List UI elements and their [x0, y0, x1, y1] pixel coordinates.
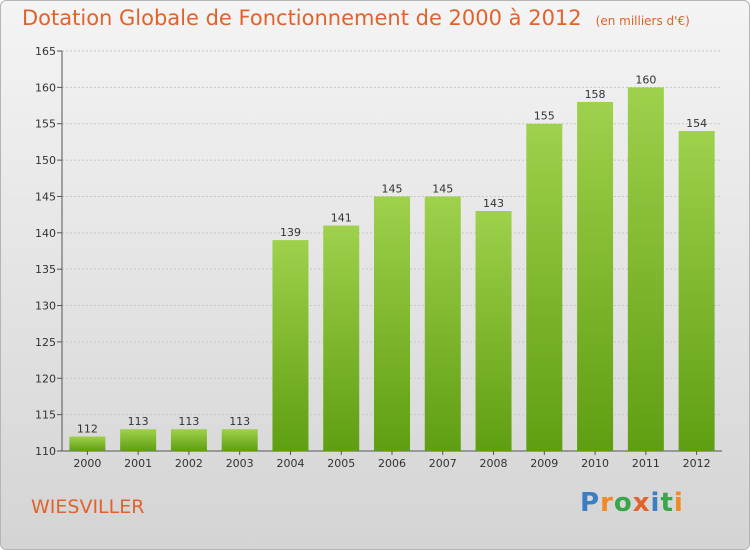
bar: [170, 429, 207, 451]
logo-letter: o: [613, 488, 633, 518]
bars: [69, 87, 715, 452]
bar-value-label: 141: [331, 212, 352, 225]
x-tick-label: 2009: [530, 457, 558, 470]
x-tick-label: 2006: [378, 457, 406, 470]
bar: [577, 101, 614, 451]
bar: [272, 240, 309, 451]
bar: [69, 436, 106, 451]
y-tick-label: 165: [35, 45, 56, 58]
bar: [475, 211, 512, 451]
bar: [526, 123, 563, 452]
x-tick-label: 2010: [581, 457, 609, 470]
logo-letter: P: [580, 488, 601, 518]
y-tick-label: 140: [35, 227, 56, 240]
bar-value-label: 160: [635, 73, 656, 86]
x-tick-label: 2005: [327, 457, 355, 470]
y-tick-label: 110: [35, 445, 56, 458]
x-tick-label: 2012: [683, 457, 711, 470]
bar: [627, 87, 664, 451]
y-tick-label: 125: [35, 336, 56, 349]
bar-value-label: 113: [178, 415, 199, 428]
bar: [424, 196, 461, 451]
y-tick-label: 155: [35, 118, 56, 131]
y-tick-label: 160: [35, 81, 56, 94]
bar-value-label: 158: [585, 88, 606, 101]
bar-value-label: 155: [534, 110, 555, 123]
proxiti-logo[interactable]: Proxiti: [580, 488, 684, 518]
bar: [678, 131, 715, 451]
chart-title-main: Dotation Globale de Fonctionnement de 20…: [22, 6, 582, 30]
logo-letter: i: [650, 488, 661, 518]
bar-value-label: 154: [686, 117, 707, 130]
bar-value-label: 143: [483, 197, 504, 210]
y-tick-label: 120: [35, 372, 56, 385]
x-tick-label: 2002: [175, 457, 203, 470]
logo-letter: x: [632, 488, 651, 518]
x-tick-label: 2004: [276, 457, 304, 470]
chart-title: Dotation Globale de Fonctionnement de 20…: [22, 6, 690, 30]
x-tick-label: 2001: [124, 457, 152, 470]
logo-letter: r: [600, 488, 614, 518]
x-tick-label: 2011: [632, 457, 660, 470]
bar-value-label: 145: [382, 182, 403, 195]
bar: [120, 429, 157, 451]
logo-letter: i: [673, 488, 684, 518]
data-labels: 112 113 113 113 139 141 145 145 143 155 158 160 154: [77, 73, 707, 435]
y-tick-label: 145: [35, 190, 56, 203]
bar-value-label: 139: [280, 226, 301, 239]
x-tick-label: 2000: [73, 457, 101, 470]
bar: [323, 225, 360, 451]
chart-title-unit: (en milliers d'€): [595, 14, 690, 28]
y-tick-label: 115: [35, 409, 56, 422]
x-tick-label: 2003: [226, 457, 254, 470]
bar-value-label: 145: [432, 182, 453, 195]
logo-letter: t: [660, 488, 674, 518]
commune-name: WIESVILLER: [31, 496, 145, 518]
y-tick-label: 130: [35, 300, 56, 313]
bar: [374, 196, 410, 451]
bar-value-label: 113: [229, 415, 250, 428]
bar-value-label: 113: [128, 415, 149, 428]
bar: [221, 429, 258, 451]
y-tick-label: 150: [35, 154, 56, 167]
x-tick-label: 2008: [480, 457, 508, 470]
y-tick-label: 135: [35, 263, 56, 276]
bar-value-label: 112: [77, 422, 98, 435]
x-tick-label: 2007: [429, 457, 457, 470]
